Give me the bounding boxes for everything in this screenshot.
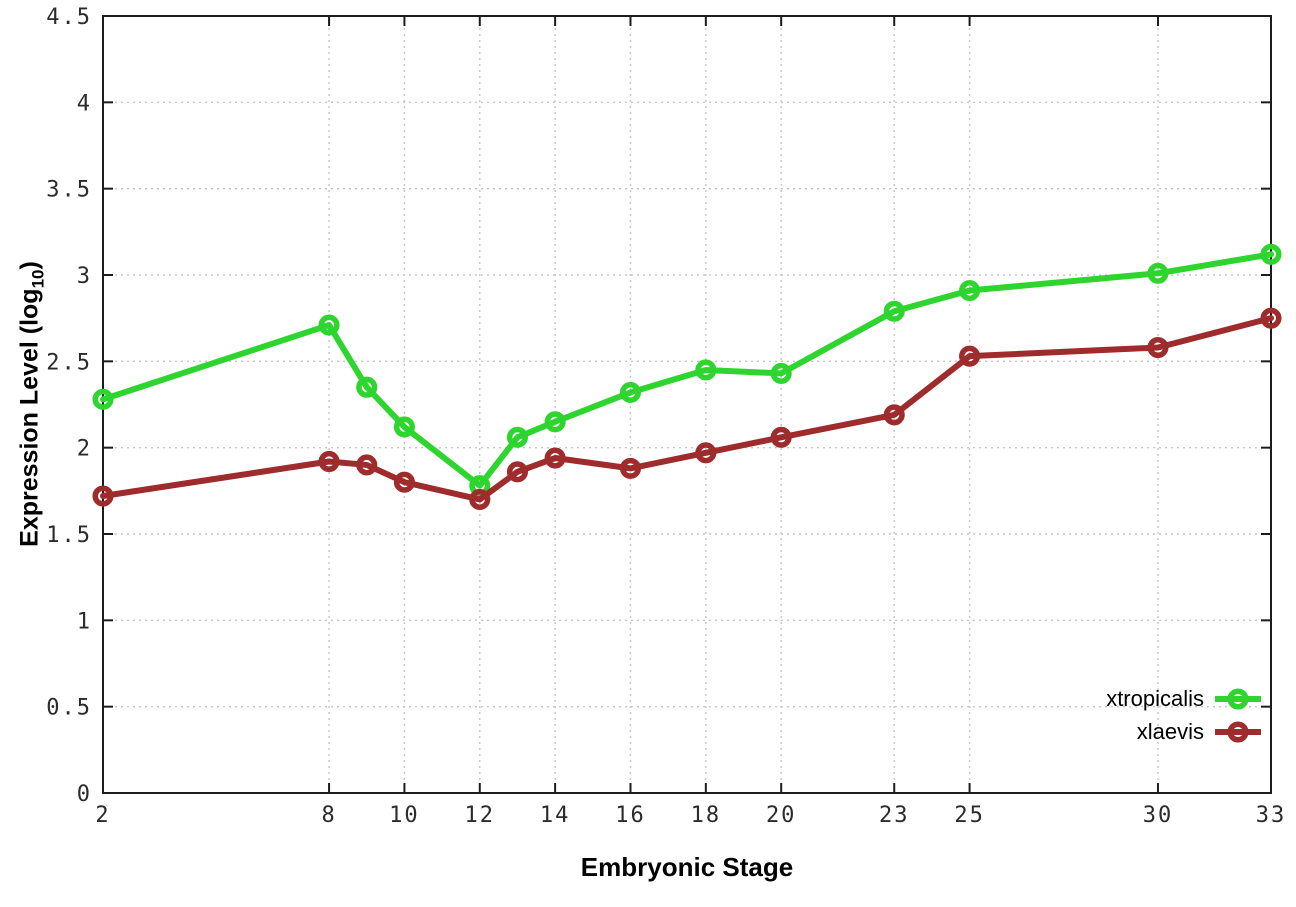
svg-text:2.5: 2.5 xyxy=(46,350,92,375)
data-point-xlaevis xyxy=(1147,336,1169,359)
data-point-xtropicalis xyxy=(959,279,981,302)
series-line-xlaevis xyxy=(100,315,1274,503)
data-point-xlaevis xyxy=(959,345,981,367)
legend-marker-xtropicalis xyxy=(1215,688,1261,710)
data-point-xlaevis xyxy=(770,426,792,448)
x-tick-labels: 2 8 10 12 14 16 18 20 23 25 30 33 xyxy=(95,803,1287,828)
series-xlaevis xyxy=(92,307,1282,511)
svg-text:20: 20 xyxy=(766,803,797,828)
svg-text:2: 2 xyxy=(95,803,110,828)
legend-item-xlaevis: xlaevis xyxy=(1106,717,1264,747)
y-axis-title-subscript: 10 xyxy=(28,269,48,289)
y-axis-title-suffix: ) xyxy=(15,261,44,270)
data-point-xtropicalis xyxy=(695,359,717,381)
svg-text:4: 4 xyxy=(77,91,92,116)
data-point-xtropicalis xyxy=(393,416,415,438)
svg-text:4.5: 4.5 xyxy=(46,5,92,30)
y-axis-title-text: Expression Level (log xyxy=(15,288,44,547)
svg-text:3.5: 3.5 xyxy=(46,178,92,203)
legend: xtropicalis xlaevis xyxy=(1106,684,1264,747)
data-point-xtropicalis xyxy=(1147,262,1169,284)
svg-text:8: 8 xyxy=(321,803,336,828)
svg-text:33: 33 xyxy=(1256,803,1287,828)
plot-border xyxy=(102,15,1272,794)
data-point-xlaevis xyxy=(393,471,415,493)
series-line-xtropicalis xyxy=(100,251,1274,489)
svg-text:0: 0 xyxy=(77,782,92,807)
svg-text:23: 23 xyxy=(879,803,910,828)
data-point-xtropicalis xyxy=(356,376,378,398)
svg-text:0.5: 0.5 xyxy=(46,696,92,721)
data-point-xtropicalis xyxy=(883,300,905,322)
data-point-xlaevis xyxy=(619,457,642,479)
data-point-xtropicalis xyxy=(1260,243,1282,265)
svg-text:16: 16 xyxy=(615,803,646,828)
gridlines xyxy=(103,16,1271,793)
data-point-xlaevis xyxy=(469,488,491,511)
data-point-xtropicalis xyxy=(544,411,566,433)
svg-text:1.5: 1.5 xyxy=(46,523,92,548)
svg-text:12: 12 xyxy=(465,803,496,828)
svg-text:1: 1 xyxy=(77,609,92,634)
data-point-xlaevis xyxy=(1260,307,1282,329)
svg-text:18: 18 xyxy=(691,803,722,828)
data-point-xtropicalis xyxy=(92,388,114,410)
tick-marks xyxy=(102,15,1272,794)
series-xtropicalis xyxy=(92,243,1282,497)
data-point-xlaevis xyxy=(506,461,529,483)
y-axis-title: Expression Level (log10) xyxy=(15,261,48,547)
legend-item-xtropicalis: xtropicalis xyxy=(1106,684,1264,714)
y-tick-labels: 0 0.5 1 1.5 2 2.5 3 3.5 4 4.5 xyxy=(46,5,92,807)
data-point-xlaevis xyxy=(544,447,566,469)
legend-marker-xlaevis xyxy=(1215,721,1261,743)
legend-label-xtropicalis: xtropicalis xyxy=(1106,686,1204,711)
legend-label-xlaevis: xlaevis xyxy=(1136,719,1204,744)
svg-text:30: 30 xyxy=(1143,803,1174,828)
data-point-xlaevis xyxy=(695,442,717,464)
svg-text:2: 2 xyxy=(77,437,92,462)
svg-text:25: 25 xyxy=(954,803,985,828)
data-point-xlaevis xyxy=(92,485,114,507)
x-axis-title: Embryonic Stage xyxy=(580,852,794,882)
data-point-xlaevis xyxy=(883,404,905,426)
svg-text:3: 3 xyxy=(77,264,92,289)
data-point-xtropicalis xyxy=(318,314,340,336)
data-point-xlaevis xyxy=(356,454,378,476)
data-point-xtropicalis xyxy=(770,362,792,384)
data-point-xtropicalis xyxy=(619,381,642,403)
svg-text:14: 14 xyxy=(540,803,571,828)
data-point-xtropicalis xyxy=(506,426,529,448)
data-point-xlaevis xyxy=(318,450,340,473)
svg-text:10: 10 xyxy=(389,803,420,828)
